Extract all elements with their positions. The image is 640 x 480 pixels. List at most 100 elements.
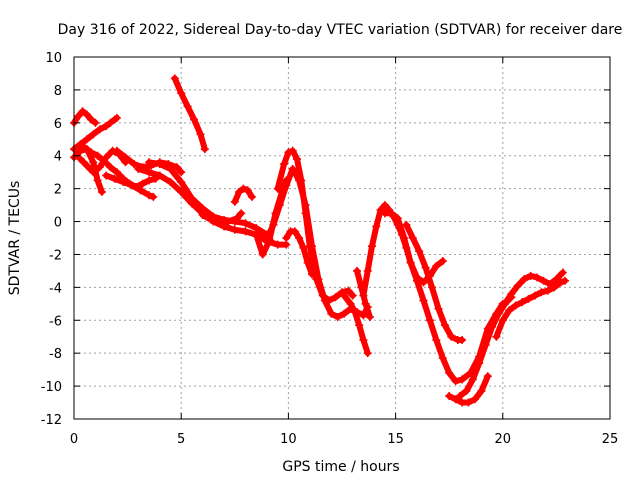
data-point-marker: [447, 332, 456, 341]
data-point-marker: [112, 113, 121, 122]
data-point-marker: [468, 375, 477, 384]
y-tick-label: -12: [41, 413, 62, 428]
data-point-marker: [102, 171, 111, 180]
data-point-marker: [187, 194, 196, 203]
data-point-marker: [333, 312, 342, 321]
data-point-marker: [134, 164, 143, 173]
data-point-marker: [136, 186, 145, 195]
data-point-marker: [346, 299, 355, 308]
data-point-marker: [95, 125, 104, 134]
data-point-marker: [434, 304, 443, 313]
data-point-marker: [89, 158, 98, 167]
data-point-marker: [145, 176, 154, 185]
data-point-marker: [348, 291, 357, 300]
y-tick-label: -4: [49, 281, 62, 296]
data-point-marker: [190, 115, 199, 124]
data-point-marker: [440, 321, 449, 330]
data-point-marker: [533, 273, 542, 282]
series-line: [403, 221, 466, 343]
y-tick-label: 6: [54, 117, 62, 132]
data-point-marker: [340, 291, 349, 300]
data-point-marker: [288, 164, 297, 173]
data-point-marker: [106, 163, 115, 172]
data-point-marker: [365, 312, 374, 321]
x-axis-title: GPS time / hours: [282, 459, 399, 475]
data-point-marker: [155, 171, 164, 180]
data-point-marker: [290, 227, 299, 236]
data-point-marker: [177, 187, 186, 196]
y-tick-label: 0: [54, 216, 62, 231]
data-point-marker: [80, 143, 89, 152]
data-point-marker: [481, 340, 490, 349]
y-axis-title: SDTVAR / TECUs: [7, 181, 23, 296]
data-point-marker: [119, 178, 128, 187]
grid: [74, 57, 610, 419]
data-point-marker: [78, 107, 87, 116]
data-point-marker: [372, 222, 381, 231]
series-line: [381, 210, 446, 286]
series-arc-25: [492, 276, 569, 341]
chart-title: Day 316 of 2022, Sidereal Day-to-day VTE…: [58, 22, 623, 38]
data-point-marker: [170, 74, 179, 83]
data-point-marker: [318, 291, 327, 300]
data-point-marker: [530, 291, 539, 300]
data-point-marker: [539, 276, 548, 285]
data-point-marker: [102, 122, 111, 131]
data-point-marker: [359, 291, 368, 300]
data-point-marker: [303, 258, 312, 267]
data-point-marker: [224, 217, 233, 226]
series-arc-17: [340, 291, 372, 358]
data-point-marker: [183, 102, 192, 111]
data-point-marker: [301, 209, 310, 218]
data-point-marker: [87, 115, 96, 124]
data-point-marker: [361, 299, 370, 308]
y-tick-label: 8: [54, 84, 62, 99]
data-point-marker: [520, 275, 529, 284]
data-point-marker: [400, 234, 409, 242]
y-tick-label: 2: [54, 183, 62, 198]
data-point-marker: [275, 201, 284, 210]
data-point-marker: [241, 227, 250, 236]
data-point-marker: [325, 296, 334, 305]
data-point-marker: [552, 275, 561, 284]
data-point-marker: [327, 309, 336, 318]
data-point-marker: [408, 234, 417, 242]
y-tick-label: 4: [54, 150, 62, 165]
data-point-marker: [455, 391, 464, 400]
series-arc-12: [230, 184, 256, 206]
data-point-marker: [462, 387, 471, 396]
data-point-marker: [230, 197, 239, 206]
series-line: [489, 269, 566, 327]
data-point-marker: [280, 159, 289, 168]
data-point-marker: [177, 168, 186, 177]
data-point-marker: [87, 148, 96, 157]
data-point-marker: [282, 234, 291, 242]
data-point-marker: [359, 311, 368, 320]
data-point-marker: [121, 153, 130, 162]
data-point-marker: [130, 159, 139, 168]
data-point-marker: [340, 309, 349, 318]
series-arc-24: [488, 268, 567, 328]
data-point-marker: [428, 283, 437, 292]
y-tick-label: -2: [49, 248, 62, 263]
data-point-marker: [93, 151, 102, 160]
data-point-marker: [235, 187, 244, 196]
data-point-marker: [239, 184, 248, 193]
data-point-marker: [556, 278, 565, 287]
axis-ticks: 0 5 10 15 20 25 -12 -10 -8 -6 -4 -2 0 2 4 6 8 10: [41, 51, 619, 447]
data-point-marker: [138, 179, 147, 188]
series-line: [171, 75, 208, 153]
data-point-marker: [295, 234, 304, 242]
data-point-marker: [273, 240, 282, 249]
data-point-marker: [387, 209, 396, 218]
data-point-marker: [526, 271, 535, 280]
data-point-marker: [406, 258, 415, 267]
data-point-marker: [100, 156, 109, 165]
y-tick-label: 10: [45, 51, 62, 66]
data-point-marker: [166, 164, 175, 173]
data-point-marker: [282, 181, 291, 190]
data-point-marker: [196, 130, 205, 139]
series-arc-21: [402, 220, 467, 345]
data-point-marker: [312, 275, 321, 284]
data-point-marker: [363, 266, 372, 275]
